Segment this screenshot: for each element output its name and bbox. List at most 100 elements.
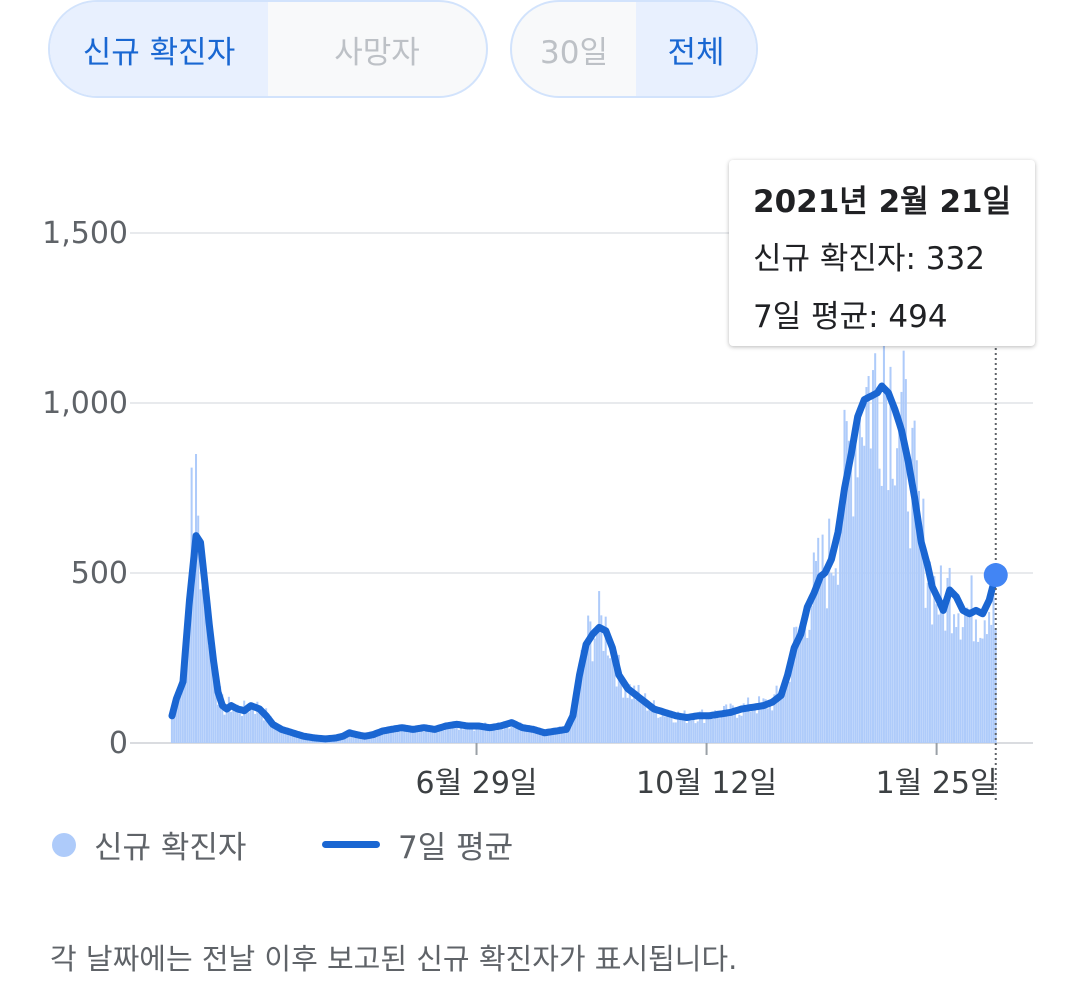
case-bar — [900, 391, 903, 743]
case-bar — [265, 708, 268, 743]
case-bar — [907, 511, 910, 743]
case-bar — [512, 723, 515, 743]
case-bar — [617, 654, 620, 743]
case-bar — [882, 345, 885, 743]
legend-new-cases: 신규 확진자 — [52, 822, 246, 867]
case-bar — [626, 697, 629, 743]
tab-deaths[interactable]: 사망자 — [334, 34, 420, 71]
case-bar — [611, 644, 614, 743]
cases-chart[interactable]: 0 500 1,000 1,500 6월 29일 10월 12일 1월 25일 — [0, 120, 1080, 810]
case-bar — [179, 688, 182, 743]
x-tick-label: 6월 29일 — [416, 766, 538, 801]
case-bar — [490, 729, 493, 743]
case-bar — [449, 727, 452, 743]
case-bar — [909, 548, 912, 743]
case-bar — [810, 605, 813, 743]
case-bar — [208, 646, 211, 743]
case-bar — [841, 520, 844, 743]
tooltip-date: 2021년 2월 21일 — [753, 184, 1012, 220]
case-bar — [670, 716, 673, 743]
case-bar — [600, 615, 603, 743]
case-bar — [979, 637, 982, 743]
case-bar — [839, 533, 842, 743]
tab-all[interactable]: 전체 — [636, 2, 756, 96]
case-bar — [939, 565, 942, 743]
case-bar — [685, 723, 688, 743]
case-bar — [479, 723, 482, 743]
legend-dot-icon — [52, 832, 76, 857]
case-bar — [429, 725, 432, 743]
case-bar — [407, 727, 410, 743]
case-bar — [692, 717, 695, 743]
cases-bars — [170, 345, 997, 743]
case-bar — [661, 711, 664, 743]
case-bar — [521, 727, 524, 743]
case-bar — [963, 609, 967, 743]
case-bar — [560, 728, 563, 743]
case-bar — [904, 379, 907, 743]
case-bar — [230, 711, 233, 743]
case-bar — [915, 460, 918, 743]
case-bar — [210, 637, 213, 743]
case-bar — [878, 468, 881, 743]
case-bar — [471, 726, 474, 743]
case-bar — [635, 700, 638, 743]
case-bar — [804, 622, 807, 743]
case-bar — [554, 727, 557, 743]
case-bar — [438, 729, 441, 743]
case-bar — [473, 730, 476, 743]
case-bar — [832, 575, 835, 743]
case-bar — [808, 629, 811, 743]
chart-tooltip: 2021년 2월 21일 신규 확진자: 332 7일 평균: 494 — [729, 160, 1035, 346]
case-bar — [955, 627, 958, 743]
case-bar — [565, 729, 568, 743]
case-bar — [755, 713, 758, 743]
case-bar — [871, 370, 874, 743]
case-bar — [276, 725, 279, 743]
case-bar — [256, 701, 259, 743]
case-bar — [530, 727, 533, 743]
case-bar — [876, 387, 879, 743]
case-bar — [293, 735, 296, 743]
case-bar — [578, 663, 581, 743]
case-bar — [249, 703, 252, 743]
case-bar — [541, 728, 544, 743]
case-bar — [620, 676, 623, 743]
case-bar — [641, 702, 644, 743]
case-bar — [777, 693, 780, 743]
case-bar — [372, 733, 375, 743]
case-bar — [604, 616, 607, 743]
case-bar — [674, 722, 677, 743]
case-bar — [534, 726, 537, 743]
case-bar — [510, 720, 513, 743]
case-bar — [455, 727, 458, 743]
case-bar — [451, 721, 454, 743]
case-bar — [639, 695, 642, 743]
case-bar — [219, 686, 222, 743]
case-bar — [262, 720, 265, 743]
case-bar — [238, 713, 241, 743]
case-bar — [580, 649, 583, 743]
case-bar — [972, 641, 975, 743]
tab-30-days[interactable]: 30일 — [540, 34, 608, 71]
case-bar — [251, 709, 254, 743]
case-bar — [725, 704, 728, 743]
case-bar — [766, 708, 769, 743]
case-bar — [389, 732, 393, 743]
case-bar — [536, 729, 539, 743]
case-bar — [885, 392, 888, 743]
tab-new-cases[interactable]: 신규 확진자 — [50, 2, 268, 96]
case-bar — [727, 714, 730, 743]
case-bar — [188, 589, 191, 743]
case-bar — [227, 696, 230, 743]
case-bar — [666, 714, 669, 743]
case-bar — [896, 448, 899, 743]
case-bar — [567, 729, 570, 743]
case-bar — [392, 726, 395, 743]
case-bar — [538, 731, 541, 743]
case-bar — [793, 627, 796, 743]
legend-new-cases-label: 신규 확진자 — [94, 830, 247, 866]
case-bar — [970, 575, 973, 743]
case-bar — [948, 567, 951, 743]
case-bar — [753, 710, 756, 743]
